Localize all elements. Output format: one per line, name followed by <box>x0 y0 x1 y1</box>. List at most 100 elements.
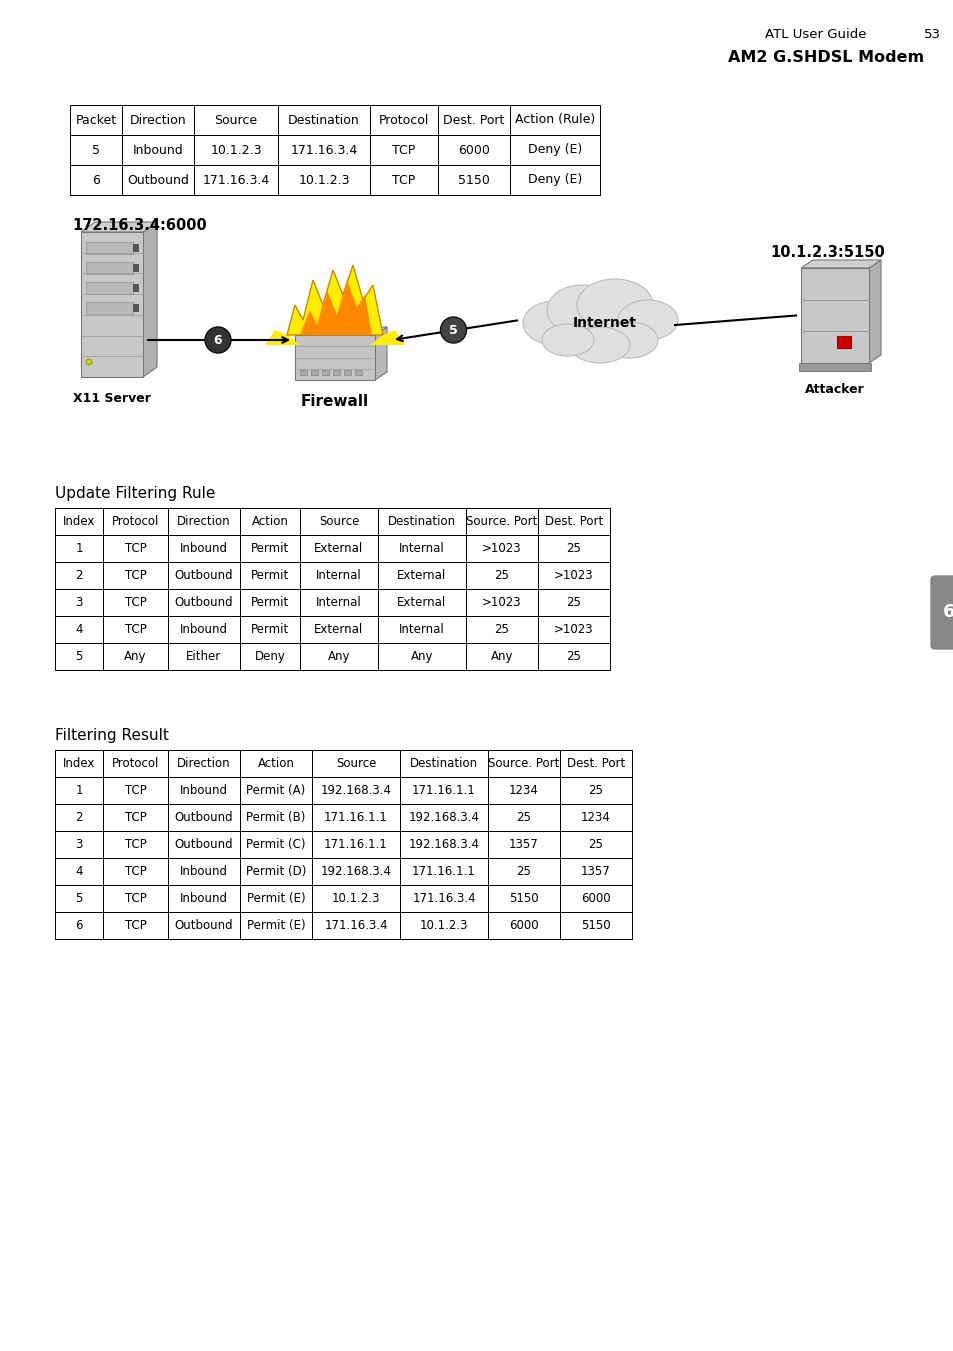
Bar <box>399 777 488 804</box>
Bar <box>240 508 299 535</box>
Text: 25: 25 <box>566 542 580 555</box>
Bar <box>299 370 307 376</box>
Text: 192.168.3.4: 192.168.3.4 <box>320 865 391 878</box>
Text: Permit: Permit <box>251 596 289 609</box>
Text: Any: Any <box>411 650 433 663</box>
Text: 25: 25 <box>566 650 580 663</box>
Bar <box>377 643 465 670</box>
Bar <box>240 858 312 885</box>
Text: 6: 6 <box>75 919 83 932</box>
Bar <box>103 804 168 831</box>
Bar <box>122 135 193 165</box>
Text: Deny (E): Deny (E) <box>527 173 581 186</box>
Text: Update Filtering Rule: Update Filtering Rule <box>55 486 215 501</box>
Bar <box>103 885 168 912</box>
Text: Internal: Internal <box>398 542 444 555</box>
Bar <box>465 643 537 670</box>
Text: 171.16.3.4: 171.16.3.4 <box>412 892 476 905</box>
Text: 6000: 6000 <box>509 919 538 932</box>
Bar <box>86 242 132 254</box>
Polygon shape <box>294 327 387 335</box>
Text: >1023: >1023 <box>481 596 521 609</box>
Text: Inbound: Inbound <box>180 542 228 555</box>
Bar <box>103 562 168 589</box>
Text: TCP: TCP <box>125 784 146 797</box>
Text: AM2 G.SHDSL Modem: AM2 G.SHDSL Modem <box>727 50 923 65</box>
Bar <box>55 858 103 885</box>
Bar <box>240 777 312 804</box>
Bar <box>103 589 168 616</box>
Ellipse shape <box>569 327 629 363</box>
Bar <box>836 336 850 349</box>
Bar <box>322 370 329 376</box>
Bar <box>312 804 399 831</box>
Text: 25: 25 <box>588 838 603 851</box>
Text: External: External <box>314 623 363 636</box>
Text: 5: 5 <box>449 323 457 336</box>
Text: Action: Action <box>252 515 288 528</box>
Bar <box>103 508 168 535</box>
Text: Action: Action <box>257 757 294 770</box>
Text: 4: 4 <box>75 865 83 878</box>
Text: 192.168.3.4: 192.168.3.4 <box>408 811 479 824</box>
Bar <box>193 105 277 135</box>
Bar <box>377 616 465 643</box>
Bar <box>437 105 510 135</box>
Text: Inbound: Inbound <box>180 865 228 878</box>
Text: External: External <box>314 542 363 555</box>
Ellipse shape <box>601 322 658 358</box>
Text: Source: Source <box>214 113 257 127</box>
Text: TCP: TCP <box>125 596 146 609</box>
Text: >1023: >1023 <box>554 623 593 636</box>
Text: 5: 5 <box>91 143 100 157</box>
Bar <box>168 831 240 858</box>
Text: Permit: Permit <box>251 569 289 582</box>
Bar <box>103 777 168 804</box>
Bar <box>488 831 559 858</box>
Ellipse shape <box>522 301 586 345</box>
Bar <box>168 804 240 831</box>
Text: 25: 25 <box>516 811 531 824</box>
Text: 171.16.1.1: 171.16.1.1 <box>324 811 388 824</box>
Bar <box>537 535 609 562</box>
Polygon shape <box>287 265 382 335</box>
Text: Dest. Port: Dest. Port <box>566 757 624 770</box>
Bar <box>103 750 168 777</box>
Text: Inbound: Inbound <box>180 892 228 905</box>
Bar <box>437 135 510 165</box>
Text: Any: Any <box>490 650 513 663</box>
Bar <box>465 589 537 616</box>
Bar <box>168 508 240 535</box>
Text: 25: 25 <box>494 623 509 636</box>
Bar <box>488 804 559 831</box>
Text: Source. Port: Source. Port <box>488 757 559 770</box>
Text: Internal: Internal <box>315 569 361 582</box>
Bar <box>168 616 240 643</box>
Text: Permit (D): Permit (D) <box>246 865 306 878</box>
Text: 10.1.2.3:5150: 10.1.2.3:5150 <box>769 245 884 259</box>
Text: 192.168.3.4: 192.168.3.4 <box>408 838 479 851</box>
Bar <box>55 885 103 912</box>
Text: 2: 2 <box>75 569 83 582</box>
Bar <box>277 165 370 195</box>
Bar <box>488 750 559 777</box>
Bar <box>465 562 537 589</box>
Bar <box>55 616 103 643</box>
Text: 1: 1 <box>75 542 83 555</box>
Bar <box>437 165 510 195</box>
Text: 3: 3 <box>75 838 83 851</box>
Bar <box>799 363 870 372</box>
Bar <box>103 535 168 562</box>
Text: TCP: TCP <box>125 838 146 851</box>
Text: Outbound: Outbound <box>174 838 233 851</box>
Text: 5: 5 <box>75 650 83 663</box>
Polygon shape <box>370 330 405 345</box>
Bar <box>103 616 168 643</box>
Bar <box>168 562 240 589</box>
Bar <box>299 643 377 670</box>
Bar <box>70 165 122 195</box>
Bar <box>240 804 312 831</box>
Text: Deny (E): Deny (E) <box>527 143 581 157</box>
Text: Dest. Port: Dest. Port <box>544 515 602 528</box>
Text: 5150: 5150 <box>580 919 610 932</box>
